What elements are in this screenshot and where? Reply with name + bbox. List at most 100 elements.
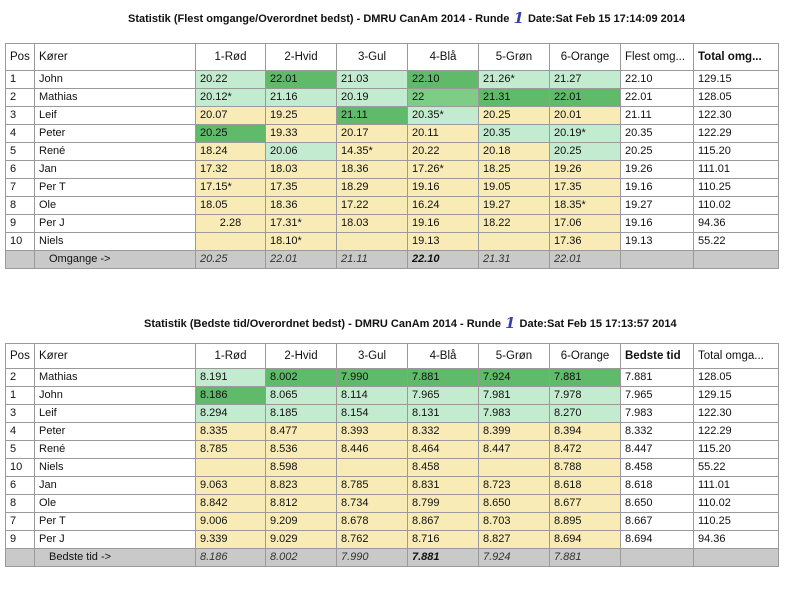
cell-lane: 8.703 bbox=[478, 512, 550, 531]
footer-cell-empty bbox=[620, 548, 694, 567]
cell-most-laps: 22.01 bbox=[620, 88, 694, 107]
cell-driver: Jan bbox=[34, 160, 196, 179]
cell-driver: Jan bbox=[34, 476, 196, 495]
cell-pos: 1 bbox=[5, 386, 35, 405]
cell-total-laps: 122.30 bbox=[693, 404, 779, 423]
cell-best-time: 8.458 bbox=[620, 458, 694, 477]
cell-total-laps: 111.01 bbox=[693, 476, 779, 495]
col-header-best-time: Bedste tid bbox=[620, 343, 694, 369]
cell-total-laps: 111.01 bbox=[693, 160, 779, 179]
cell-lane: 19.05 bbox=[478, 178, 550, 197]
cell-best-time: 8.667 bbox=[620, 512, 694, 531]
cell-lane: 8.446 bbox=[336, 440, 408, 459]
table-row: 1 John 8.186 8.065 8.114 7.965 7.981 7.9… bbox=[5, 386, 779, 405]
footer-cell-empty bbox=[620, 250, 694, 269]
cell-best-time: 7.965 bbox=[620, 386, 694, 405]
cell-lane: 8.867 bbox=[407, 512, 479, 531]
cell-lane: 18.24 bbox=[195, 142, 266, 161]
table-row: 6 Jan 9.063 8.823 8.785 8.831 8.723 8.61… bbox=[5, 476, 779, 495]
cell-lane: 17.22 bbox=[336, 196, 408, 215]
cell-lane: 21.11 bbox=[336, 106, 408, 125]
table2-title-text: Statistik (Bedste tid/Overordnet bedst) … bbox=[144, 318, 501, 330]
cell-total-laps: 128.05 bbox=[693, 368, 779, 387]
cell-driver: René bbox=[34, 142, 196, 161]
cell-lane: 8.464 bbox=[407, 440, 479, 459]
cell-pos: 4 bbox=[5, 422, 35, 441]
footer-best-lane: 7.990 bbox=[336, 548, 408, 567]
cell-best-time: 7.881 bbox=[620, 368, 694, 387]
cell-lane: 8.618 bbox=[549, 476, 621, 495]
cell-lane: 22.10 bbox=[407, 70, 479, 89]
cell-lane: 18.05 bbox=[195, 196, 266, 215]
cell-pos: 7 bbox=[5, 512, 35, 531]
table-row: 10 Niels 8.598 8.458 8.788 8.458 55.22 bbox=[5, 458, 779, 477]
cell-driver: Per T bbox=[34, 178, 196, 197]
cell-best-time: 8.618 bbox=[620, 476, 694, 495]
cell-lane: 18.25 bbox=[478, 160, 550, 179]
cell-lane: 20.07 bbox=[195, 106, 266, 125]
cell-lane: 8.694 bbox=[549, 530, 621, 549]
cell-best-time: 8.694 bbox=[620, 530, 694, 549]
table-row: 5 René 18.24 20.06 14.35* 20.22 20.18 20… bbox=[5, 142, 779, 161]
footer-best-lane: 21.31 bbox=[478, 250, 550, 269]
cell-total-laps: 110.02 bbox=[693, 494, 779, 513]
cell-lane bbox=[195, 232, 266, 251]
cell-lane: 8.393 bbox=[336, 422, 408, 441]
cell-lane: 21.27 bbox=[549, 70, 621, 89]
footer-best-lane: 22.01 bbox=[549, 250, 621, 269]
cell-lane: 8.799 bbox=[407, 494, 479, 513]
cell-best-time: 7.983 bbox=[620, 404, 694, 423]
cell-best-time: 8.447 bbox=[620, 440, 694, 459]
cell-lane: 20.25 bbox=[549, 142, 621, 161]
col-header-lane-white: 2-Hvid bbox=[265, 43, 337, 71]
cell-lane: 7.983 bbox=[478, 404, 550, 423]
cell-lane: 20.22 bbox=[195, 70, 266, 89]
cell-total-laps: 94.36 bbox=[693, 214, 779, 233]
table-row: 10 Niels 18.10* 19.13 17.36 19.13 55.22 bbox=[5, 232, 779, 251]
cell-pos: 5 bbox=[5, 440, 35, 459]
cell-pos: 10 bbox=[5, 232, 35, 251]
cell-most-laps: 22.10 bbox=[620, 70, 694, 89]
cell-lane: 20.19 bbox=[336, 88, 408, 107]
cell-lane: 21.03 bbox=[336, 70, 408, 89]
col-header-pos: Pos bbox=[5, 343, 35, 369]
cell-driver: Peter bbox=[34, 124, 196, 143]
table1-title-text: Statistik (Flest omgange/Overordnet beds… bbox=[128, 13, 510, 25]
cell-lane: 8.270 bbox=[549, 404, 621, 423]
runde-handwritten-mark: 1 bbox=[505, 314, 516, 332]
col-header-driver: Kører bbox=[34, 343, 196, 369]
cell-lane: 8.827 bbox=[478, 530, 550, 549]
cell-driver: Per T bbox=[34, 512, 196, 531]
table-footer-row: Bedste tid -> 8.186 8.002 7.990 7.881 7.… bbox=[5, 548, 779, 567]
table-row: 4 Peter 8.335 8.477 8.393 8.332 8.399 8.… bbox=[5, 422, 779, 441]
cell-total-laps: 129.15 bbox=[693, 70, 779, 89]
footer-best-lane: 7.881 bbox=[407, 548, 479, 567]
table-row: 7 Per T 9.006 9.209 8.678 8.867 8.703 8.… bbox=[5, 512, 779, 531]
table-header-row: Pos Kører 1-Rød 2-Hvid 3-Gul 4-Blå 5-Grø… bbox=[5, 43, 779, 71]
cell-lane: 17.26* bbox=[407, 160, 479, 179]
cell-lane: 8.785 bbox=[336, 476, 408, 495]
table2-title-date: Date:Sat Feb 15 17:13:57 2014 bbox=[519, 318, 677, 330]
cell-lane: 8.812 bbox=[265, 494, 337, 513]
cell-lane: 8.650 bbox=[478, 494, 550, 513]
cell-most-laps: 21.11 bbox=[620, 106, 694, 125]
col-header-lane-red: 1-Rød bbox=[195, 343, 266, 369]
cell-pos: 10 bbox=[5, 458, 35, 477]
cell-pos: 4 bbox=[5, 124, 35, 143]
cell-lane: 8.154 bbox=[336, 404, 408, 423]
cell-lane: 19.16 bbox=[407, 214, 479, 233]
bedste-tid-table: Pos Kører 1-Rød 2-Hvid 3-Gul 4-Blå 5-Grø… bbox=[5, 343, 779, 567]
cell-lane: 7.981 bbox=[478, 386, 550, 405]
cell-total-laps: 122.30 bbox=[693, 106, 779, 125]
cell-pos: 6 bbox=[5, 160, 35, 179]
cell-lane: 18.29 bbox=[336, 178, 408, 197]
col-header-total-laps: Total omg... bbox=[693, 43, 779, 71]
footer-best-lane: 20.25 bbox=[195, 250, 266, 269]
cell-lane bbox=[478, 458, 550, 477]
table-row: 1 John 20.22 22.01 21.03 22.10 21.26* 21… bbox=[5, 70, 779, 89]
col-header-lane-blue: 4-Blå bbox=[407, 343, 479, 369]
col-header-lane-orange: 6-Orange bbox=[549, 43, 621, 71]
cell-lane: 8.472 bbox=[549, 440, 621, 459]
cell-lane bbox=[336, 458, 408, 477]
cell-lane: 18.22 bbox=[478, 214, 550, 233]
